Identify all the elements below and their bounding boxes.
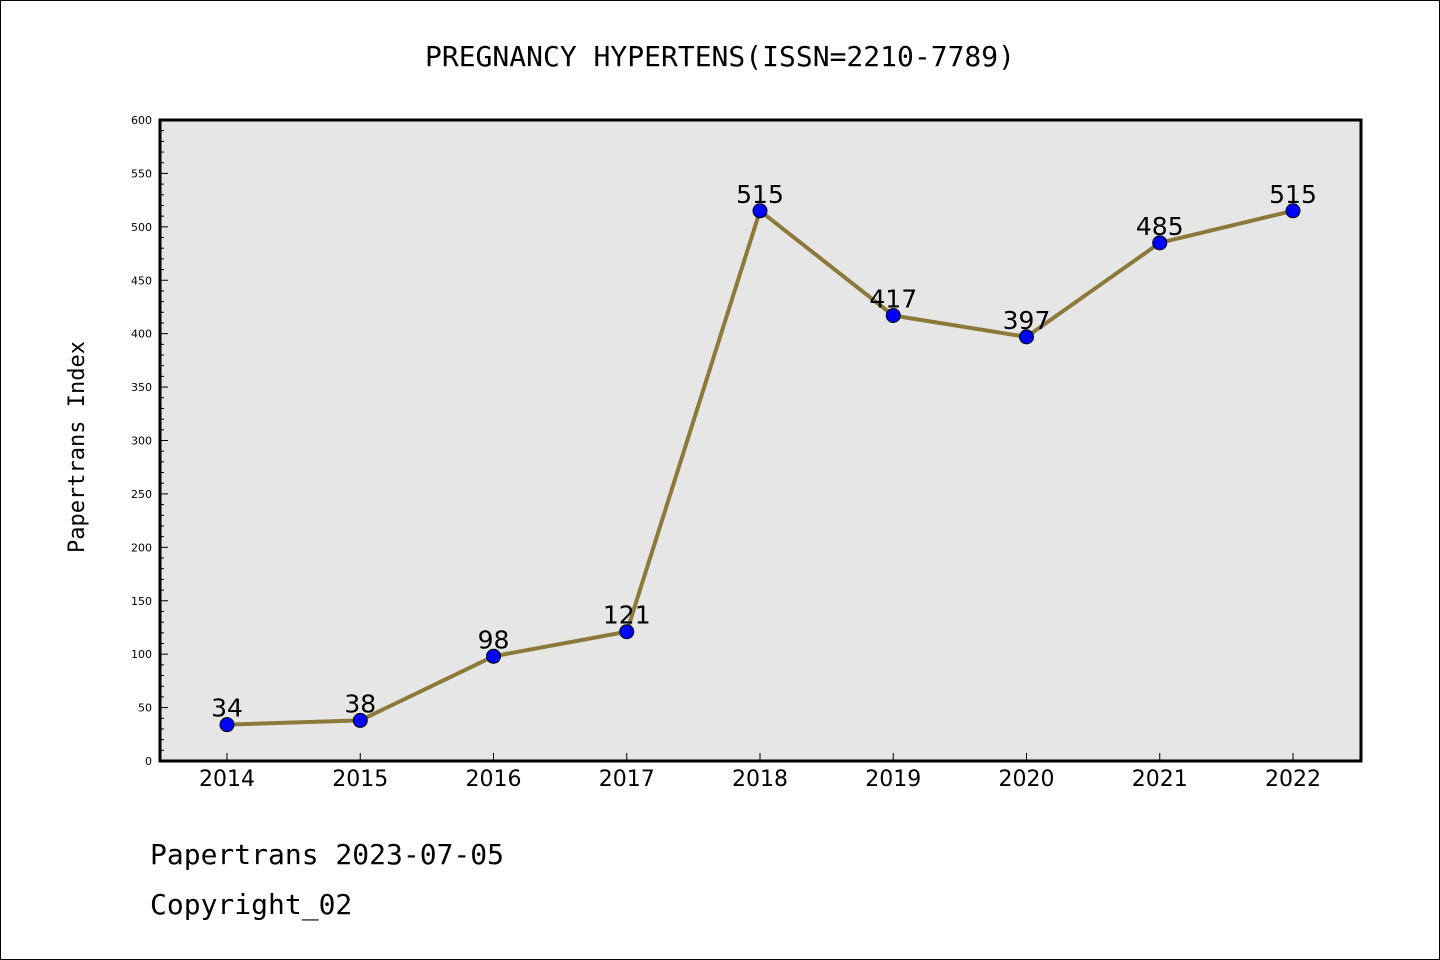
x-axis: 2014 2015 2016 2017 2018 2019 2020 2021 2022 xyxy=(199,753,1321,792)
data-label: 38 xyxy=(344,689,376,718)
y-tick-label: 0 xyxy=(145,755,152,768)
data-label: 485 xyxy=(1136,212,1184,241)
data-point xyxy=(219,717,235,733)
plot-area xyxy=(158,118,1363,763)
data-label: 98 xyxy=(478,625,510,654)
x-tick-label: 2016 xyxy=(466,767,522,792)
x-tick-label: 2018 xyxy=(732,767,788,792)
y-tick-label: 50 xyxy=(138,702,152,715)
x-tick-label: 2014 xyxy=(199,767,255,792)
footer-date: Papertrans 2023-07-05 xyxy=(150,838,504,871)
data-label: 397 xyxy=(1003,306,1051,335)
data-point xyxy=(885,308,901,324)
data-point xyxy=(1019,329,1034,345)
y-tick-label: 550 xyxy=(131,167,152,180)
data-point xyxy=(752,203,768,219)
y-tick-label: 500 xyxy=(131,221,152,234)
data-label: 515 xyxy=(736,180,784,209)
y-tick-label: 150 xyxy=(131,595,152,608)
data-label: 417 xyxy=(869,285,917,314)
data-point xyxy=(352,712,368,728)
y-axis: 0 50 100 150 200 250 300 350 400 450 500 550 600 xyxy=(131,114,168,768)
chart-title: PREGNANCY HYPERTENS(ISSN=2210-7789) xyxy=(425,40,1015,73)
footer-copyright: Copyright_02 xyxy=(150,888,352,922)
y-tick-label: 100 xyxy=(131,648,152,661)
x-tick-label: 2019 xyxy=(865,767,921,792)
data-label-layer: 34 38 98 121 515 417 397 485 515 xyxy=(211,180,1317,723)
data-point xyxy=(619,624,635,640)
y-tick-label: 600 xyxy=(131,114,152,127)
x-tick-label: 2017 xyxy=(599,767,655,792)
x-tick-label: 2021 xyxy=(1132,767,1188,792)
y-tick-label: 200 xyxy=(131,541,152,554)
data-label: 121 xyxy=(603,601,651,630)
y-tick-label: 350 xyxy=(131,381,152,394)
series-layer xyxy=(219,203,1301,733)
y-tick-label: 250 xyxy=(131,488,152,501)
y-tick-label: 300 xyxy=(131,435,152,448)
y-axis-label: Papertrans Index xyxy=(65,341,90,553)
data-point xyxy=(486,648,501,664)
x-tick-label: 2015 xyxy=(332,767,388,792)
data-label: 515 xyxy=(1269,180,1317,209)
data-point xyxy=(1285,203,1301,219)
data-label: 34 xyxy=(211,694,243,723)
x-tick-label: 2022 xyxy=(1265,767,1321,792)
data-point xyxy=(1152,235,1168,251)
x-tick-label: 2020 xyxy=(999,767,1055,792)
y-tick-label: 450 xyxy=(131,274,152,287)
y-tick-label: 400 xyxy=(131,328,152,341)
